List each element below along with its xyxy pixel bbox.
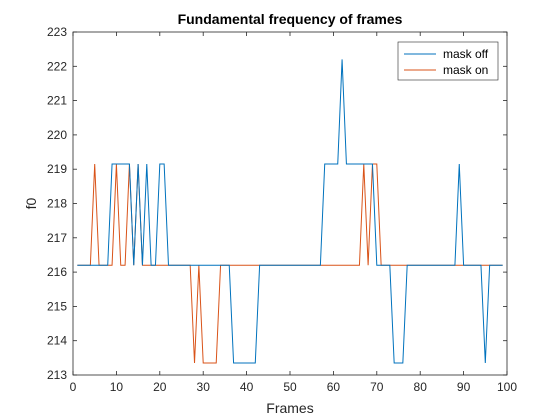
plot-area: [72, 31, 508, 376]
y-axis: 213 214 215 216 217 218 219 220 221 222 223: [47, 25, 507, 382]
x-axis-label: Frames: [266, 400, 313, 416]
chart-title: Fundamental frequency of frames: [178, 11, 403, 27]
legend-box: [397, 41, 499, 81]
legend-label: mask on: [443, 63, 488, 77]
y-tick-label: 213: [47, 368, 67, 382]
y-tick-label: 216: [47, 265, 67, 279]
x-tick-label: 100: [497, 380, 517, 394]
legend-label: mask off: [443, 47, 489, 61]
y-tick-label: 217: [47, 231, 67, 245]
x-tick-label: 30: [197, 380, 211, 394]
x-tick-label: 60: [327, 380, 341, 394]
x-tick-label: 70: [370, 380, 384, 394]
y-tick-label: 223: [47, 25, 67, 39]
y-tick-label: 219: [47, 162, 67, 176]
x-tick-label: 0: [70, 380, 77, 394]
series-layer: [77, 59, 503, 364]
y-tick-label: 214: [47, 334, 67, 348]
series-line-mask-off: [77, 59, 503, 364]
x-tick-label: 90: [457, 380, 471, 394]
y-tick-label: 222: [47, 59, 67, 73]
x-tick-label: 80: [414, 380, 428, 394]
x-axis: 0 10 20 30 40 50 60 70 80 90 100: [70, 32, 517, 394]
y-tick-label: 220: [47, 128, 67, 142]
x-tick-label: 10: [110, 380, 124, 394]
y-tick-label: 221: [47, 94, 67, 108]
x-tick-label: 50: [283, 380, 297, 394]
x-tick-label: 20: [153, 380, 167, 394]
y-axis-label: f0: [23, 197, 39, 209]
y-tick-label: 218: [47, 197, 67, 211]
x-tick-label: 40: [240, 380, 254, 394]
y-tick-label: 215: [47, 299, 67, 313]
legend: mask off mask on: [397, 41, 499, 81]
